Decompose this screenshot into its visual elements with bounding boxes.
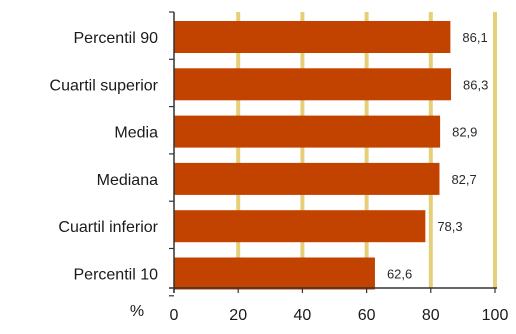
x-tick-label-0: 0 [170, 307, 179, 324]
x-tick-label-60: 60 [358, 307, 376, 324]
x-tick-label-20: 20 [229, 307, 247, 324]
x-unit-label: % [130, 303, 144, 320]
value-label-0: 86,1 [462, 30, 487, 45]
bars [174, 21, 452, 290]
category-label-2: Media [114, 125, 158, 142]
value-label-5: 62,6 [387, 267, 412, 282]
x-tick-label-80: 80 [422, 307, 440, 324]
value-label-4: 78,3 [437, 219, 462, 234]
bar-3 [174, 162, 440, 195]
bar-5 [174, 257, 375, 290]
category-label-5: Percentil 10 [74, 267, 159, 284]
value-label-1: 86,3 [463, 77, 488, 92]
category-label-4: Cuartil inferior [58, 219, 158, 236]
x-tick-label-100: 100 [482, 307, 509, 324]
value-label-2: 82,9 [452, 125, 477, 140]
bar-1 [174, 68, 452, 101]
bar-4 [174, 210, 426, 243]
category-label-0: Percentil 90 [74, 30, 159, 47]
category-label-1: Cuartil superior [50, 77, 159, 94]
x-tick-label-40: 40 [294, 307, 312, 324]
labels: Percentil 90 86,1 Cuartil superior 86,3 Medi… [50, 30, 509, 324]
bar-2 [174, 115, 441, 148]
grid-lines [236, 12, 497, 288]
axes [169, 11, 497, 297]
value-label-3: 82,7 [451, 172, 476, 187]
bar-0 [174, 21, 451, 53]
category-label-3: Mediana [97, 172, 158, 189]
